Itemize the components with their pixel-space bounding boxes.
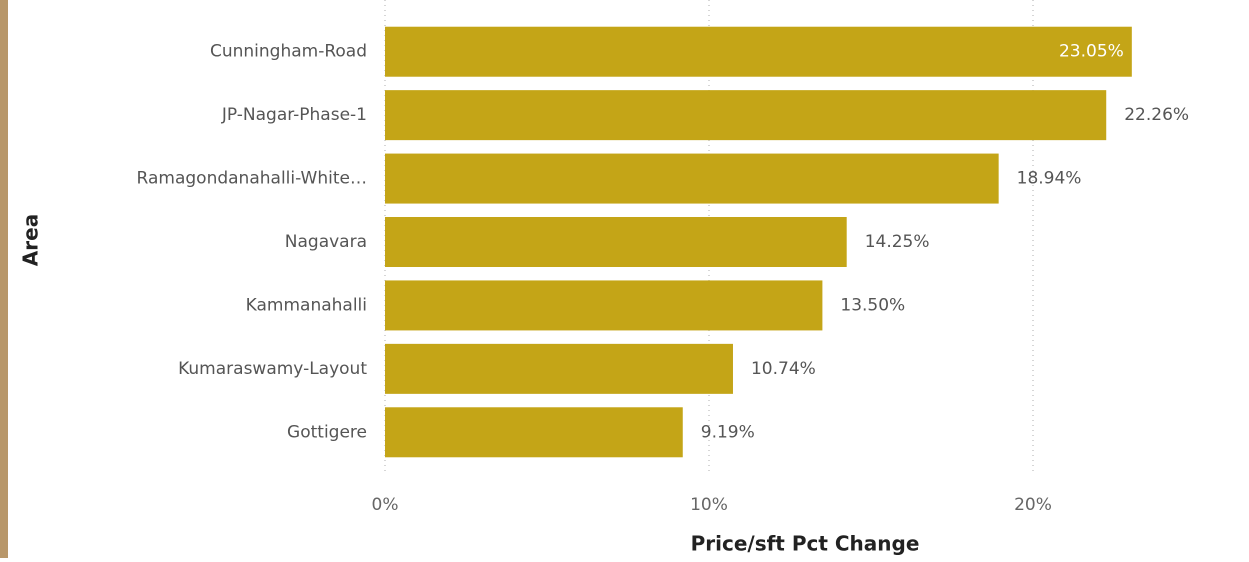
data-label: 23.05% [1059,42,1124,62]
bar [385,280,823,331]
side-stripe [0,0,8,558]
category-label: Kumaraswamy-Layout [178,359,367,379]
bar [385,26,1132,77]
bar [385,343,733,394]
category-label: Nagavara [285,232,367,252]
category-label: JP-Nagar-Phase-1 [221,105,367,125]
x-tick-label: 10% [690,495,728,515]
data-label: 13.50% [840,295,905,315]
category-label: Kammanahalli [246,295,367,315]
data-label: 9.19% [701,422,755,442]
data-label: 10.74% [751,359,816,379]
y-axis-title: Area [19,214,43,266]
category-label: Cunningham-Road [210,42,367,62]
x-axis-title: Price/sft Pct Change [691,532,920,556]
category-label: Gottigere [287,422,367,442]
bar [385,153,999,204]
bar [385,90,1107,141]
bar [385,217,847,267]
category-label: Ramagondanahalli-White… [137,169,367,189]
x-tick-label: 20% [1014,495,1052,515]
data-label: 18.94% [1017,169,1082,189]
data-label: 22.26% [1124,105,1189,125]
x-tick-label: 0% [372,495,399,515]
bar [385,407,683,458]
data-label: 14.25% [865,232,930,252]
